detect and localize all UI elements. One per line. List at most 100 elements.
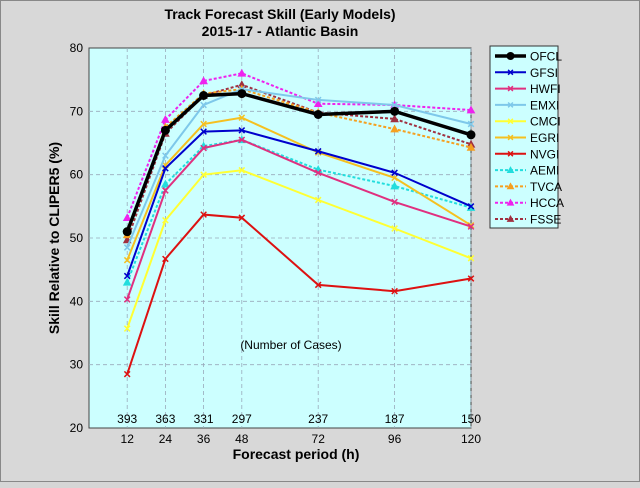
data-point (123, 370, 131, 378)
data-point (162, 152, 169, 159)
y-tick-label: 70 (70, 104, 84, 118)
data-point (314, 169, 322, 177)
data-point (200, 211, 207, 218)
legend-item-aemi: AEMI (495, 164, 559, 178)
data-point (314, 281, 322, 289)
legend-item-nvgi: NVGI (495, 147, 559, 161)
data-point (391, 198, 398, 206)
legend-label: GFSI (530, 66, 558, 80)
legend-item-egri: EGRI (495, 131, 559, 145)
legend-item-cmci: CMCI (495, 115, 561, 129)
data-point (467, 223, 475, 230)
data-point (162, 216, 169, 224)
data-point (467, 203, 475, 210)
data-point (313, 99, 323, 108)
data-point (467, 275, 475, 282)
case-count-label: 363 (155, 412, 175, 426)
data-point (122, 227, 132, 237)
series-nvgi (123, 211, 475, 378)
data-point (467, 254, 475, 262)
y-tick-label: 50 (70, 231, 84, 245)
x-tick-label: 120 (461, 432, 481, 446)
data-point (391, 287, 398, 295)
data-point (162, 165, 169, 172)
data-point (466, 130, 476, 140)
legend-label: HWFI (530, 82, 561, 96)
data-point (200, 128, 207, 135)
data-point (200, 101, 207, 109)
y-tick-label: 40 (70, 294, 84, 308)
data-point (161, 115, 170, 123)
data-point (238, 136, 246, 144)
data-point (314, 196, 322, 204)
x-tick-label: 96 (388, 432, 402, 446)
series-gfsi (123, 127, 475, 280)
data-point (391, 101, 398, 109)
y-tick-label: 60 (70, 168, 84, 182)
data-point (507, 101, 514, 108)
legend-item-tvca: TVCA (495, 180, 562, 194)
y-tick-label: 80 (70, 41, 84, 55)
data-point (122, 277, 132, 286)
data-point (467, 222, 475, 229)
data-point (507, 85, 514, 92)
data-point (199, 76, 208, 85)
data-point (506, 166, 515, 173)
data-point (391, 225, 398, 232)
data-point (314, 96, 322, 104)
data-point (200, 171, 207, 178)
legend-label: OFCL (530, 50, 562, 64)
legend-item-hwfi: HWFI (495, 82, 561, 96)
case-count-label: 237 (308, 412, 328, 426)
legend-item-emxi: EMXI (495, 98, 559, 112)
series-hwfi (123, 136, 475, 303)
data-point (238, 114, 246, 121)
x-tick-label: 36 (197, 432, 211, 446)
data-point (162, 187, 169, 194)
data-point (391, 174, 398, 182)
data-point (390, 114, 399, 123)
data-point (507, 150, 514, 157)
data-point (237, 68, 247, 77)
data-point (238, 127, 246, 134)
data-point (507, 69, 514, 76)
legend-label: NVGI (530, 147, 559, 161)
data-point (506, 182, 515, 190)
legend-label: TVCA (530, 180, 562, 194)
case-count-label: 393 (117, 412, 137, 426)
data-point (507, 118, 514, 125)
legend-label: HCCA (530, 196, 564, 210)
x-tick-label: 12 (121, 432, 135, 446)
data-point (199, 91, 209, 100)
cases-annotation: (Number of Cases) (240, 338, 341, 352)
data-point (123, 325, 131, 332)
legend-item-hcca: HCCA (495, 196, 564, 210)
case-count-label: 150 (461, 412, 481, 426)
data-point (200, 144, 207, 152)
series-cmci (123, 166, 475, 332)
case-count-label: 331 (194, 412, 214, 426)
y-tick-label: 30 (70, 358, 84, 372)
legend: OFCL GFSI HWFI EMXI CMCI EGRI NVGI AEMI TVCA HCCA… (489, 45, 564, 229)
data-point (507, 134, 514, 141)
data-point (160, 125, 170, 135)
y-axis-label: Skill Relative to CLIPER5 (%) (46, 142, 62, 334)
case-count-label: 297 (232, 412, 252, 426)
legend-label: FSSE (530, 213, 561, 227)
data-point (390, 124, 399, 133)
x-tick-label: 72 (312, 432, 326, 446)
data-point (238, 214, 246, 222)
data-point (314, 147, 322, 155)
x-tick-label: 48 (235, 432, 249, 446)
data-point (391, 169, 398, 177)
y-tick-label: 20 (70, 421, 84, 435)
data-point (123, 296, 131, 303)
data-point (161, 179, 170, 188)
data-point (238, 166, 246, 174)
data-point (390, 181, 399, 190)
data-point (467, 120, 475, 128)
data-point (162, 255, 169, 263)
data-point (313, 110, 323, 119)
